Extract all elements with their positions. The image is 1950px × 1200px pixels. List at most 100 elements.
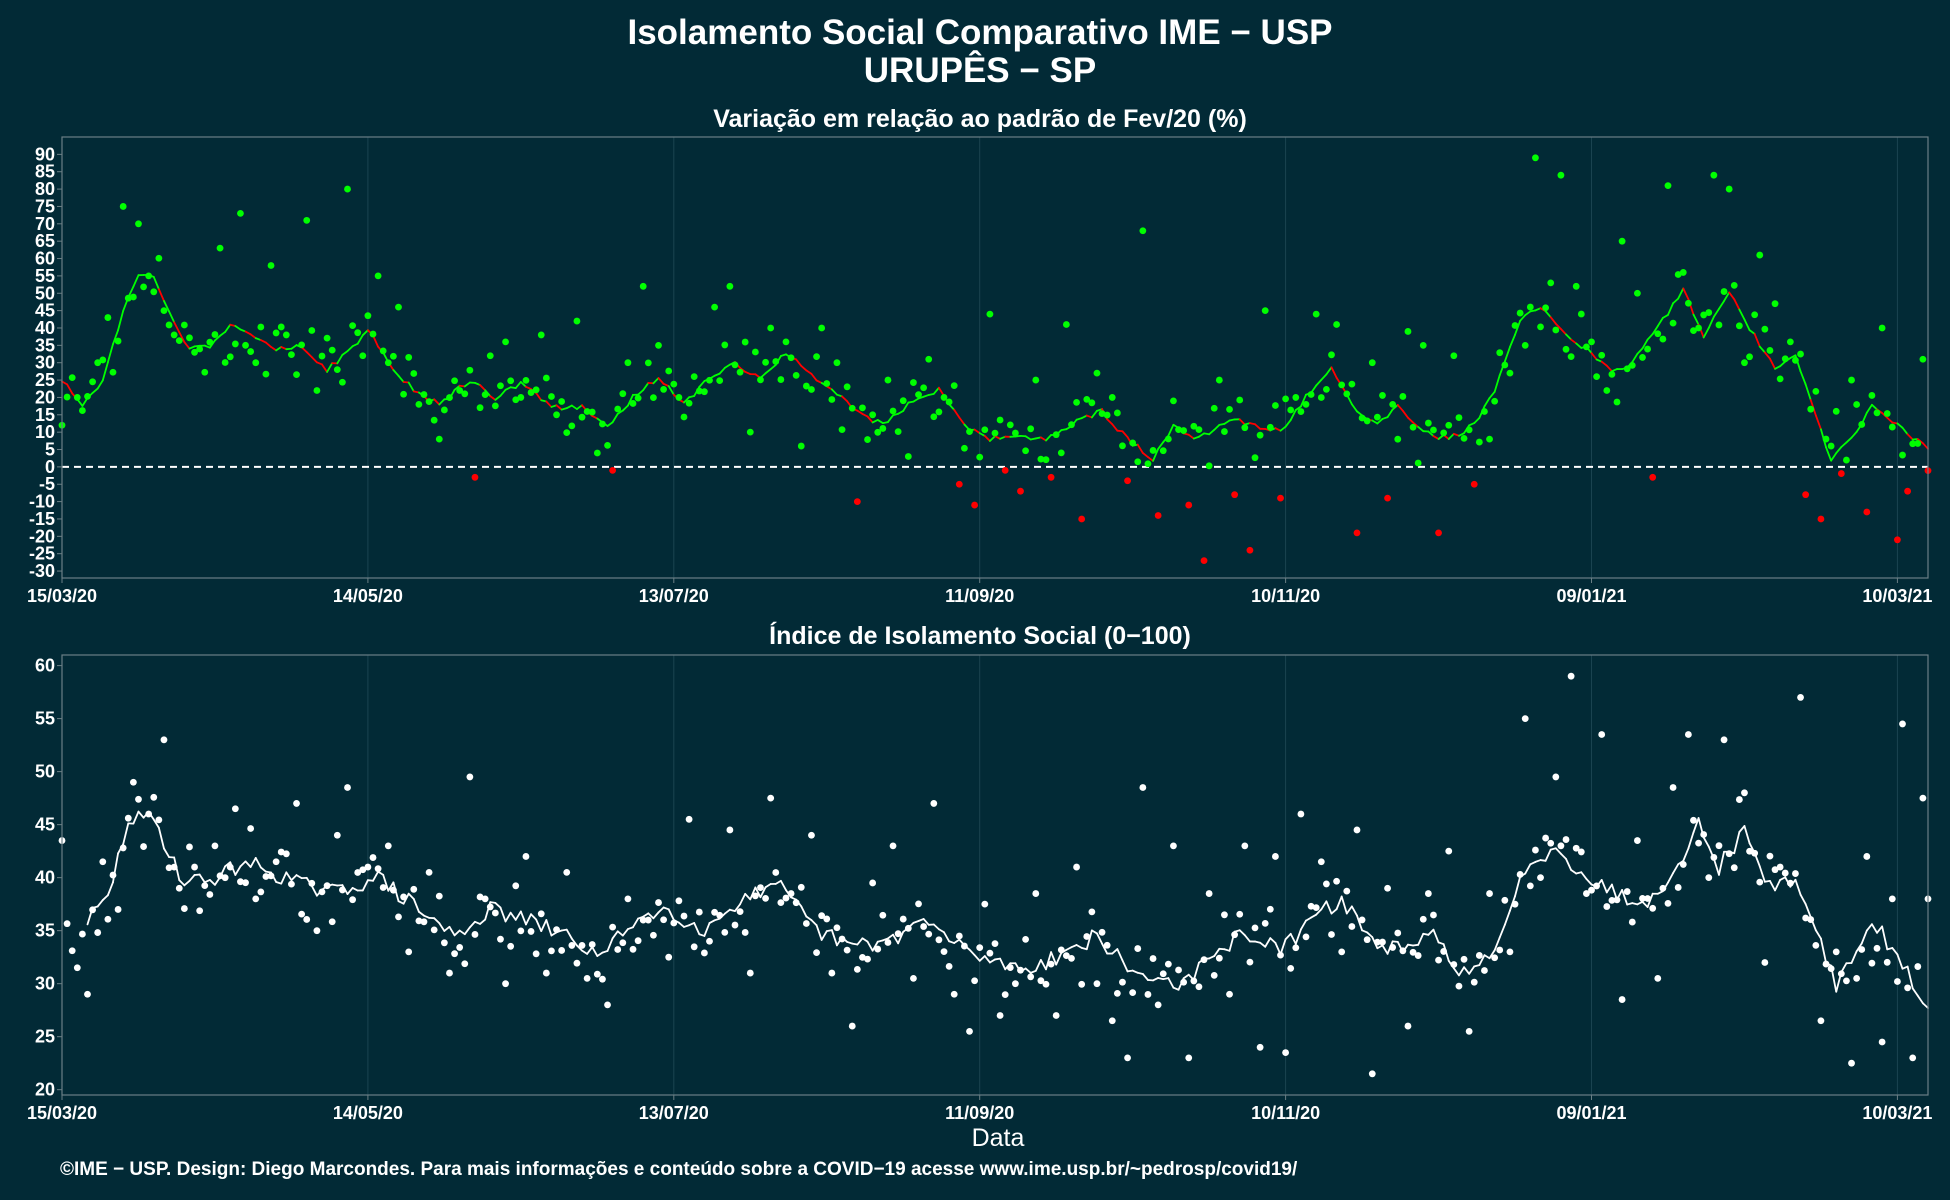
daily-point [512,882,520,890]
daily-point [1899,451,1906,459]
moving-average-segment [688,922,696,927]
daily-point [869,879,877,887]
y-tick-label: 80 [35,179,55,199]
moving-average-segment [1554,847,1562,855]
daily-point [1297,810,1305,818]
daily-point [609,466,617,474]
daily-point [1751,311,1759,319]
y-tick-label: 55 [35,266,55,286]
daily-point [568,422,576,430]
daily-point [542,969,550,977]
moving-average-segment [1045,434,1052,442]
daily-point [925,930,933,938]
daily-point [874,945,882,953]
daily-point [1424,890,1432,897]
y-tick-label: 90 [35,144,55,164]
daily-point [1771,300,1779,308]
daily-point [1251,924,1259,932]
daily-point [1588,886,1595,894]
daily-point [430,416,438,424]
y-tick-label: 45 [35,815,55,835]
daily-point [1557,171,1565,179]
moving-average-segment [932,923,940,931]
moving-average-segment [1172,986,1180,991]
daily-point [1455,414,1463,421]
daily-point [961,942,968,950]
daily-point [1843,977,1850,985]
daily-point [1409,423,1417,431]
moving-average-segment [943,931,951,943]
daily-point [879,425,887,432]
daily-point [991,940,999,947]
moving-average-segment [1794,878,1802,896]
daily-point [1246,546,1254,554]
moving-average-segment [1213,424,1221,431]
daily-point [359,866,367,874]
daily-point [675,897,683,905]
daily-point [395,913,402,921]
moving-average-segment [678,921,685,928]
daily-point [787,354,795,362]
daily-point [578,413,586,421]
daily-point [1491,954,1499,962]
moving-average-series [86,810,1929,1009]
daily-point [1068,954,1075,962]
daily-point [716,377,724,385]
daily-point [1404,1022,1412,1030]
moving-average-segment [1116,948,1124,962]
daily-point [767,324,775,332]
daily-point [1781,355,1789,363]
moving-average-segment [96,899,104,908]
moving-average-segment [1503,346,1511,363]
daily-point [644,916,652,924]
daily-point [1307,902,1315,910]
daily-point [1460,955,1468,963]
daily-point [1868,959,1876,967]
daily-point [456,944,464,951]
moving-average-segment [642,912,650,918]
y-tick-label: -25 [29,544,55,564]
daily-point [395,303,402,311]
moving-average-segment [1565,858,1573,871]
daily-point [313,927,321,935]
daily-point [328,918,336,926]
daily-point [1384,494,1391,502]
daily-point [1231,931,1239,939]
moving-average-segment [815,379,823,384]
daily-point [1618,237,1626,245]
daily-point [1761,959,1769,966]
daily-point [614,946,622,953]
daily-point [1170,842,1177,850]
moving-average-segment [657,377,665,385]
moving-average-segment [290,344,298,350]
daily-point [1669,784,1677,791]
daily-point [695,387,703,395]
daily-point [1562,836,1570,843]
y-tick-label: 35 [35,335,55,355]
daily-point [843,383,851,391]
moving-average-segment [1101,942,1109,955]
daily-point [726,282,734,290]
daily-point [517,927,525,935]
daily-point [1598,731,1606,738]
moving-average-segment [866,940,874,952]
daily-point [1185,1054,1193,1062]
daily-point [599,420,606,428]
daily-point [573,317,581,325]
daily-point [1628,918,1636,926]
daily-point [451,377,458,385]
daily-point [231,340,239,348]
daily-point [135,220,142,228]
daily-point [1047,960,1055,968]
daily-point [1068,421,1075,429]
daily-point [1404,328,1412,335]
moving-average-segment [387,881,395,892]
daily-point [68,374,76,382]
moving-average-segment [1192,961,1200,981]
moving-average-segment [1121,959,1129,973]
daily-point [1919,355,1927,363]
moving-average-segment [565,928,573,940]
daily-point [864,436,871,443]
moving-average-segment [1366,931,1374,939]
moving-average-segment [871,419,879,424]
